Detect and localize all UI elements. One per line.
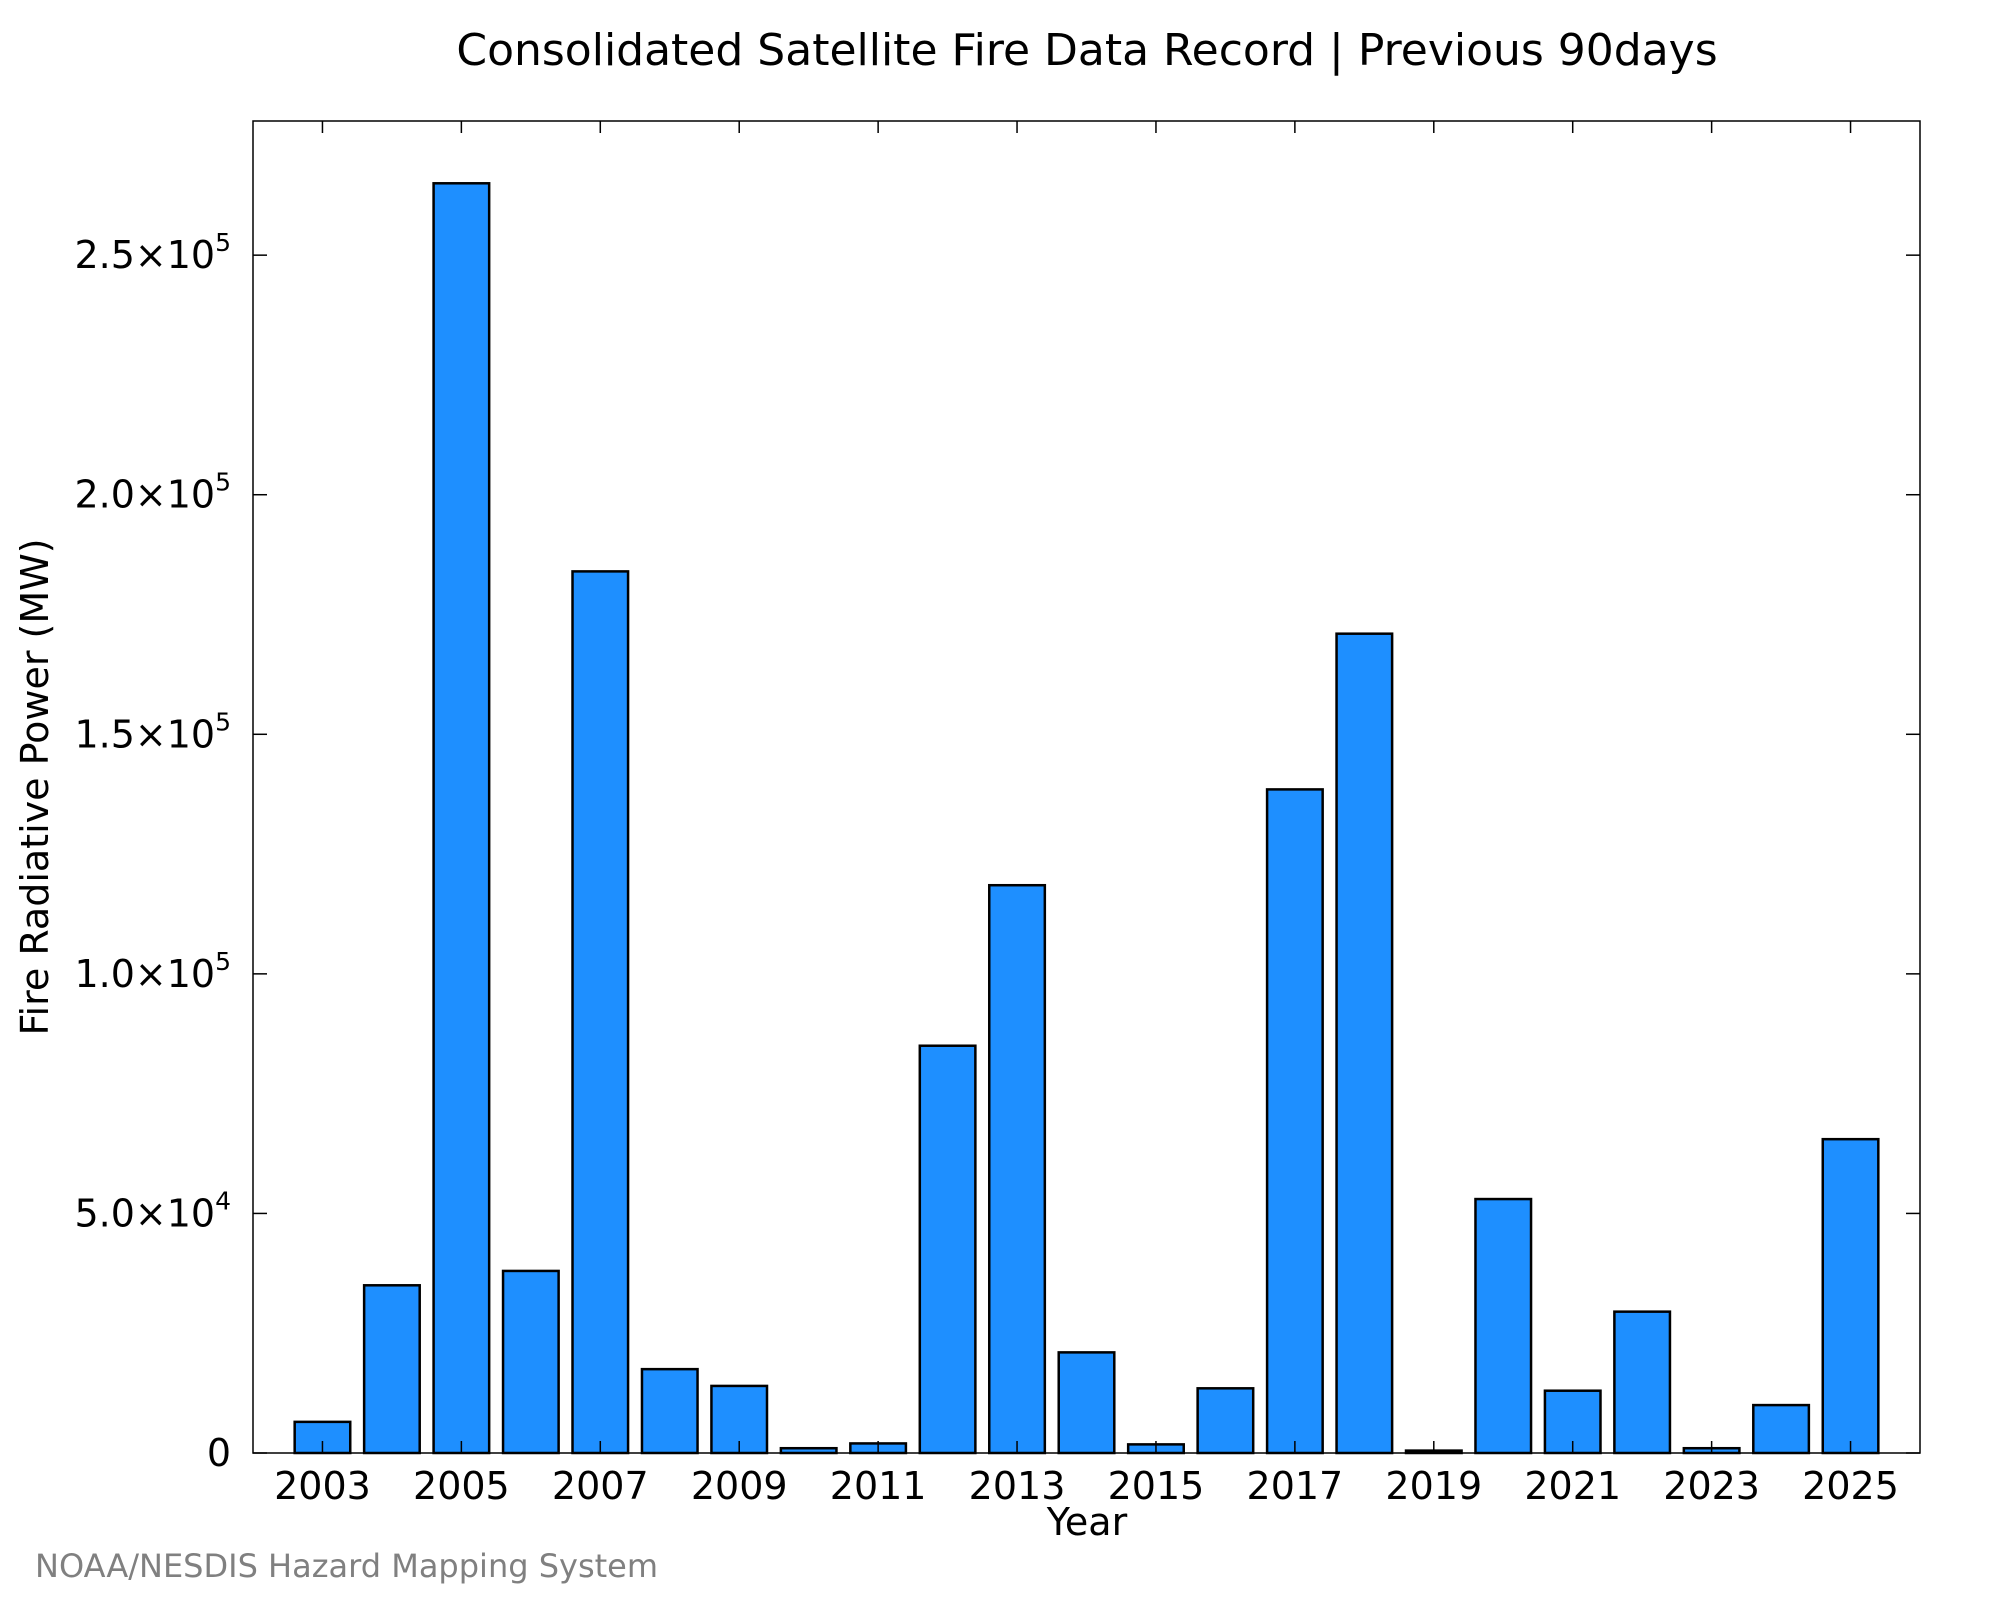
x-tick-label-2007: 2007 xyxy=(552,1464,649,1508)
x-tick-label-2003: 2003 xyxy=(274,1464,371,1508)
y-tick-label-0: 0 xyxy=(207,1431,231,1475)
x-tick-label-2021: 2021 xyxy=(1524,1464,1621,1508)
bar-2013 xyxy=(988,883,1047,1455)
x-tick-label-2019: 2019 xyxy=(1385,1464,1482,1508)
y-tick-label-150000: 1.5×105 xyxy=(74,707,231,756)
y-axis-label: Fire Radiative Power (MW) xyxy=(13,538,57,1035)
x-tick-label-2017: 2017 xyxy=(1247,1464,1344,1508)
x-tick-label-2025: 2025 xyxy=(1802,1464,1899,1508)
bar-2005 xyxy=(432,182,491,1455)
x-tick-label-2009: 2009 xyxy=(691,1464,788,1508)
bar-2024 xyxy=(1752,1403,1811,1455)
x-tick-label-2023: 2023 xyxy=(1663,1464,1760,1508)
bar-2020 xyxy=(1474,1197,1533,1455)
x-tick-label-2005: 2005 xyxy=(413,1464,510,1508)
chart-title: Consolidated Satellite Fire Data Record … xyxy=(456,25,1717,76)
x-axis-label: Year xyxy=(1046,1500,1128,1544)
bar-2016 xyxy=(1196,1387,1255,1455)
bar-group xyxy=(293,182,1880,1455)
bar-2018 xyxy=(1335,632,1394,1455)
bar-2007 xyxy=(571,570,630,1455)
bar-2008 xyxy=(640,1367,699,1455)
bar-2022 xyxy=(1613,1310,1672,1455)
x-tick-label-2011: 2011 xyxy=(830,1464,927,1508)
credit-text: NOAA/NESDIS Hazard Mapping System xyxy=(35,1547,658,1585)
x-axis-ticks: 2003 2005 2007 2009 2011 2013 2015 2017 2019 2021… xyxy=(274,121,1899,1508)
x-tick-label-2013: 2013 xyxy=(969,1464,1066,1508)
bar-2014 xyxy=(1057,1351,1116,1455)
bar-2004 xyxy=(362,1284,421,1455)
plot-frame xyxy=(252,120,1921,1454)
bar-2012 xyxy=(918,1044,977,1455)
y-tick-label-250000: 2.5×105 xyxy=(74,228,231,277)
y-tick-label-100000: 1.0×105 xyxy=(74,947,231,996)
bar-2006 xyxy=(501,1269,560,1455)
bar-2025 xyxy=(1821,1137,1880,1455)
bar-2017 xyxy=(1265,788,1324,1455)
y-tick-label-50000: 5.0×104 xyxy=(74,1186,231,1235)
y-axis-ticks: 0 5.0×104 1.0×105 1.5×105 2.0×105 2.5×105 xyxy=(74,228,1920,1475)
x-tick-label-2015: 2015 xyxy=(1108,1464,1205,1508)
y-tick-label-200000: 2.0×105 xyxy=(74,468,231,517)
